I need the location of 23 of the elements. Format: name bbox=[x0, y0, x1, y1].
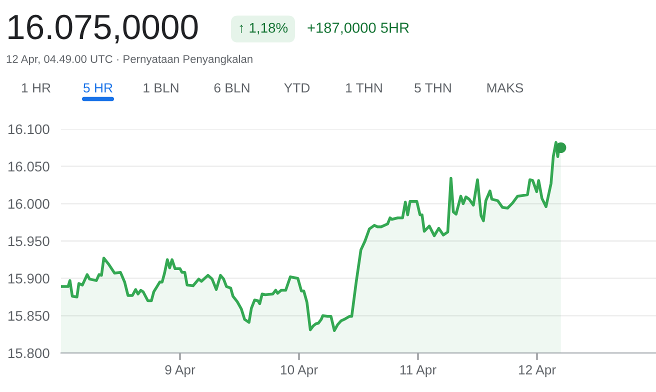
chart-title: 16.075,0000 bbox=[8, 14, 198, 44]
y-tick-label: 15.900 bbox=[8, 274, 50, 284]
text: ↑ 1,18% bbox=[240, 22, 288, 34]
text: 6 BLN bbox=[214, 83, 250, 93]
x-tick-label: 11 Apr bbox=[400, 365, 436, 378]
y-tick-label: 16.050 bbox=[8, 162, 50, 172]
text: YTD bbox=[284, 83, 310, 92]
y-tick-label: 15.950 bbox=[8, 236, 50, 246]
y-tick-label: 15.800 bbox=[8, 348, 50, 358]
text: MAKS bbox=[487, 83, 524, 93]
chart-subtitle: 12 Apr, 04.49.00 UTC · Pernyataan Penyangkalan bbox=[6, 54, 252, 66]
text: 1 BLN bbox=[144, 83, 178, 92]
y-tick-label: 16.000 bbox=[8, 199, 50, 209]
x-tick-label: 10 Apr bbox=[280, 365, 318, 378]
text: 5 THN bbox=[414, 83, 451, 93]
text: +187,0000 5HR bbox=[308, 22, 409, 35]
text: 1 HR bbox=[22, 83, 50, 92]
x-tick-label: 12 Apr bbox=[518, 365, 556, 378]
y-tick-label: 15.850 bbox=[8, 311, 50, 321]
y-tick-label: 16.100 bbox=[8, 124, 50, 134]
text: 5 HR bbox=[83, 83, 112, 93]
x-tick-label: 9 Apr bbox=[165, 365, 196, 378]
text: 1 THN bbox=[346, 83, 382, 92]
